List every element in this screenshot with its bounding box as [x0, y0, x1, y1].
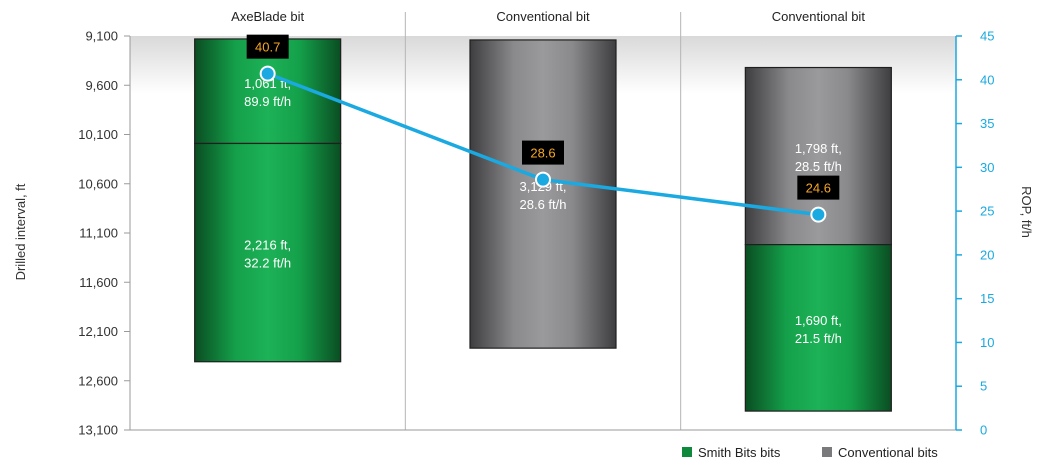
segment-label-length: 1,798 ft,: [795, 141, 842, 156]
right-tick-label: 35: [980, 116, 994, 131]
left-tick-label: 11,100: [79, 226, 118, 241]
category-header: Conventional bit: [772, 9, 866, 24]
right-tick-label: 40: [980, 72, 994, 87]
bar-group: 1,061 ft,89.9 ft/h2,216 ft,32.2 ft/h: [194, 38, 342, 363]
right-tick-label: 45: [980, 29, 994, 44]
grid: [404, 12, 682, 430]
right-tick-label: 15: [980, 291, 994, 306]
legend: Smith Bits bits Conventional bits: [682, 445, 938, 460]
left-axis-title: Drilled interval, ft: [13, 183, 28, 280]
bar-segment: [744, 244, 892, 412]
rop-series: 40.7 28.6 24.6: [246, 34, 840, 223]
category-headers: AxeBlade bit Conventional bit Conventional…: [231, 9, 865, 24]
left-tick-label: 10,600: [78, 176, 118, 191]
rop-point: [810, 206, 827, 223]
right-tick-label: 20: [980, 247, 994, 262]
bar-segment: [469, 39, 617, 349]
rop-callout-box: [522, 140, 564, 165]
rop-callout-label: 24.6: [806, 181, 831, 196]
rop-callout-box: [797, 175, 840, 200]
segment-label-rop: 28.6 ft/h: [520, 197, 567, 212]
axes: 9,100 9,600 10,100 10,600 11,100 11,600 12,100…: [78, 29, 994, 438]
legend-label: Smith Bits bits: [698, 445, 781, 460]
rop-callout-label: 28.6: [530, 146, 555, 161]
segment-label-rop: 28.5 ft/h: [795, 159, 842, 174]
rop-point: [259, 65, 276, 82]
right-tick-label: 25: [980, 204, 994, 219]
rop-callout-box: [246, 34, 289, 59]
left-tick-label: 11,600: [79, 275, 118, 290]
right-tick-label: 30: [980, 160, 994, 175]
left-tick-label: 12,600: [78, 373, 118, 388]
segment-label-length: 2,216 ft,: [244, 238, 291, 253]
legend-label: Conventional bits: [838, 445, 938, 460]
bar-group: 3,129 ft,28.6 ft/h: [469, 39, 617, 349]
segment-label-rop: 32.2 ft/h: [244, 256, 291, 271]
legend-swatch: [682, 447, 692, 457]
right-axis-title: ROP, ft/h: [1019, 186, 1034, 238]
rop-callout-label: 40.7: [255, 40, 280, 55]
rop-point: [535, 171, 551, 188]
left-tick-label: 12,100: [78, 324, 118, 339]
right-tick-label: 0: [980, 423, 987, 438]
legend-item: Conventional bits: [822, 445, 938, 460]
bars: 1,061 ft,89.9 ft/h2,216 ft,32.2 ft/h3,12…: [194, 38, 892, 412]
left-tick-label: 9,600: [85, 78, 118, 93]
right-tick-label: 10: [980, 335, 994, 350]
bar-segment: [194, 142, 342, 363]
left-tick-label: 13,100: [78, 423, 118, 438]
category-header: AxeBlade bit: [231, 9, 304, 24]
right-tick-label: 5: [980, 379, 987, 394]
category-header: Conventional bit: [496, 9, 590, 24]
bar-group: 1,798 ft, 28.5 ft/h 1,690 ft, 21.5 ft/h: [744, 66, 892, 412]
segment-label-length: 1,690 ft,: [795, 313, 842, 328]
left-tick-label: 10,100: [78, 127, 118, 142]
legend-item: Smith Bits bits: [682, 445, 781, 460]
left-tick-label: 9,100: [85, 29, 118, 44]
segment-label-rop: 89.9 ft/h: [244, 94, 291, 109]
segment-label-rop: 21.5 ft/h: [795, 331, 842, 346]
legend-swatch: [822, 447, 832, 457]
